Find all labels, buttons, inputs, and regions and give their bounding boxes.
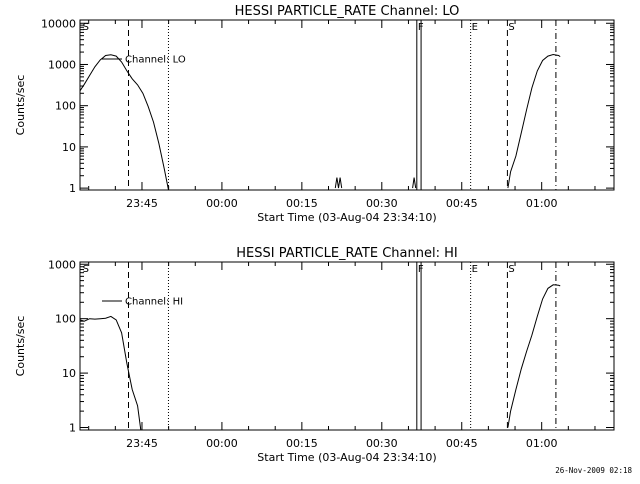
series-line-segment [79,54,169,191]
y-tick-label: 1 [69,182,76,195]
series-line-segment [412,177,417,189]
x-tick-label: 00:45 [446,437,478,450]
chart-panel-0: HESSI PARTICLE_RATE Channel: LO Counts/se… [14,4,615,224]
x-tick-label: 23:45 [126,197,158,210]
x-axis-label: Start Time (03-Aug-04 23:34:10) [257,451,436,464]
plot-frame [79,19,615,191]
event-marker-label: S [83,264,89,275]
y-tick-label: 100 [55,313,76,326]
footer-timestamp: 26-Nov-2009 02:18 [555,466,632,475]
chart-panel-1: HESSI PARTICLE_RATE Channel: HI Counts/se… [14,246,615,464]
y-axis-label: Counts/sec [14,316,27,377]
event-marker-label: S [508,22,514,33]
event-marker-label: S [83,22,89,33]
plot-frame [79,261,615,431]
x-tick-label: 23:45 [126,437,158,450]
x-tick-label: 00:30 [366,197,398,210]
x-tick-label: 00:15 [286,197,318,210]
chart-title: HESSI PARTICLE_RATE Channel: LO [235,4,460,19]
y-tick-label: 10 [62,141,76,154]
y-tick-label: 10 [62,367,76,380]
chart-title: HESSI PARTICLE_RATE Channel: HI [236,246,457,261]
x-tick-label: 00:45 [446,197,478,210]
x-tick-label: 00:15 [286,437,318,450]
y-tick-label: 100 [55,100,76,113]
x-tick-label: 00:30 [366,437,398,450]
event-marker-label: S [508,264,514,275]
y-tick-label: 1000 [48,258,76,271]
event-marker-label: E [472,264,478,275]
legend-label: Channel: HI [125,297,183,308]
series-line-segment [507,53,561,189]
legend-label: Channel: LO [125,55,186,66]
y-tick-label: 1 [69,422,76,435]
x-tick-label: 00:00 [206,197,238,210]
x-tick-label: 00:00 [206,437,238,450]
x-tick-label: 01:00 [526,437,558,450]
series-line-segment [507,284,561,428]
y-tick-label: 10000 [41,17,76,30]
y-axis-label: Counts/sec [14,75,27,136]
x-tick-label: 01:00 [526,197,558,210]
event-marker-label: E [472,22,478,33]
y-tick-label: 1000 [48,58,76,71]
series-line-segment [79,315,142,431]
series-line-segment [334,177,343,189]
x-axis-label: Start Time (03-Aug-04 23:34:10) [257,211,436,224]
